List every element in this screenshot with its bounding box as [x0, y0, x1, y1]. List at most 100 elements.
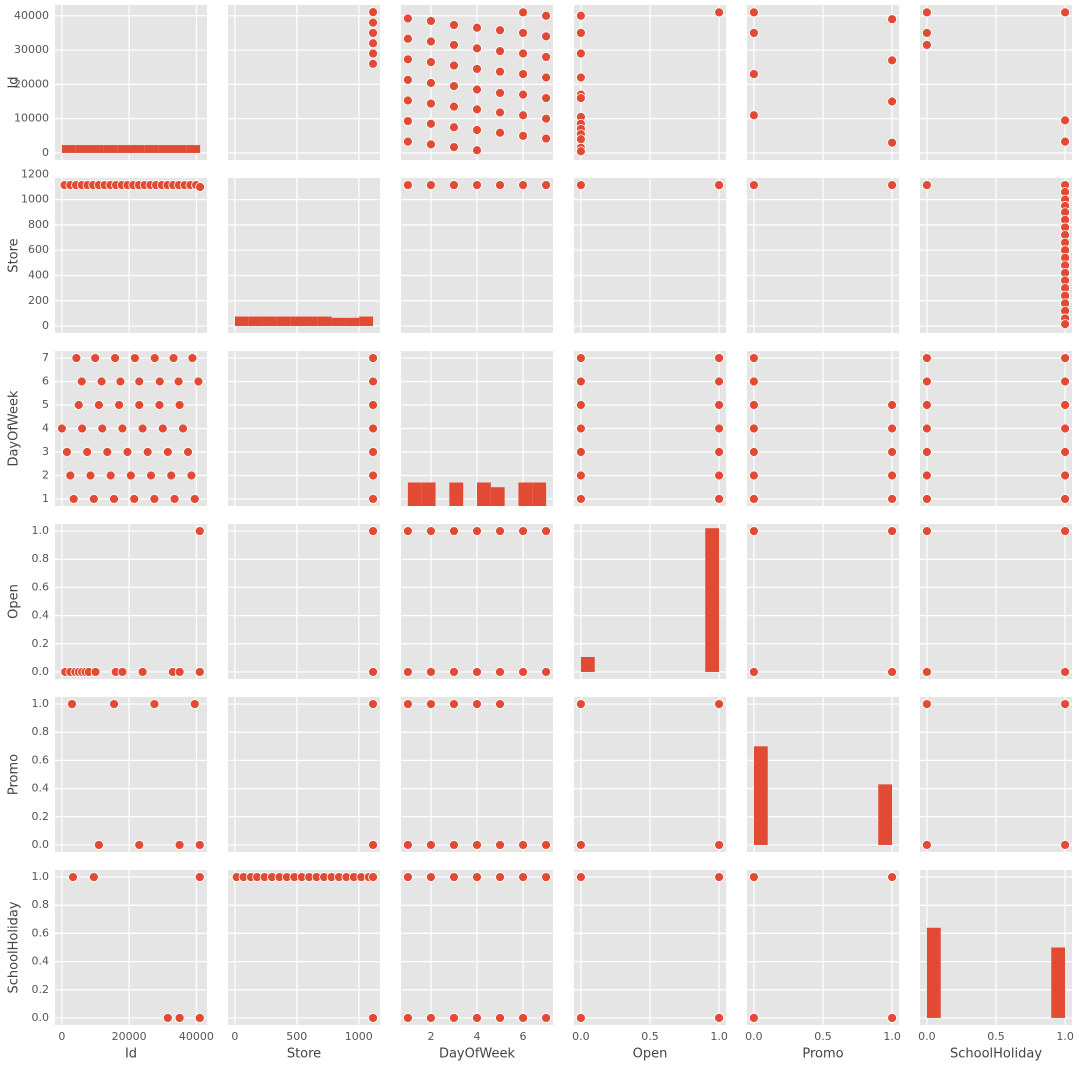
point — [403, 95, 413, 106]
hist-bar — [580, 657, 595, 672]
point — [403, 116, 413, 126]
point — [576, 28, 586, 38]
point — [714, 7, 724, 18]
panel — [574, 524, 726, 679]
hist-bar — [75, 145, 90, 153]
point — [518, 28, 528, 38]
y-axis-label: Open — [7, 584, 22, 619]
point — [922, 28, 932, 38]
hist-bar — [705, 528, 720, 672]
panel — [228, 697, 380, 852]
point — [449, 526, 459, 536]
point — [93, 400, 104, 410]
point — [368, 447, 378, 457]
point — [403, 699, 413, 709]
point — [403, 1013, 413, 1023]
point — [368, 699, 378, 709]
y-axis-label: Store — [7, 238, 22, 272]
marks — [403, 526, 551, 677]
point — [149, 353, 160, 363]
point — [541, 93, 551, 103]
point — [174, 667, 185, 677]
point — [576, 134, 586, 145]
x-tick-label: 0.0 — [918, 1030, 936, 1043]
point — [922, 353, 932, 363]
panel — [401, 5, 553, 160]
point — [67, 699, 77, 709]
point — [368, 470, 378, 481]
hist-bar — [186, 145, 201, 153]
point — [495, 699, 505, 709]
point — [576, 872, 586, 882]
point — [714, 1013, 724, 1023]
point — [449, 1013, 459, 1023]
x-tick-label: 20000 — [112, 1030, 147, 1043]
marks — [753, 746, 893, 845]
point — [576, 447, 586, 457]
point — [449, 180, 459, 190]
panel — [747, 697, 899, 852]
point — [96, 376, 107, 387]
y-tick-label: 0.4 — [32, 609, 50, 622]
panel — [55, 351, 207, 506]
point — [922, 180, 932, 190]
point — [749, 376, 759, 387]
x-axis-label: Promo — [802, 1047, 843, 1062]
panel — [920, 173, 1072, 333]
point — [541, 180, 551, 190]
point — [1060, 319, 1070, 330]
point — [134, 400, 145, 410]
point — [541, 10, 551, 21]
point — [449, 122, 459, 133]
x-tick-label: 0 — [58, 1030, 65, 1043]
hist-bar — [158, 145, 173, 153]
point — [541, 31, 551, 42]
point — [472, 43, 482, 54]
point — [368, 38, 378, 49]
y-tick-label: 0.0 — [32, 665, 50, 678]
marks — [60, 526, 205, 677]
point — [426, 667, 436, 677]
y-axis-label: DayOfWeek — [7, 390, 22, 467]
hist-bar — [172, 145, 187, 153]
point — [518, 7, 528, 18]
point — [495, 127, 505, 138]
hist-bar — [61, 145, 76, 153]
point — [368, 353, 378, 363]
panel — [747, 524, 899, 679]
marks — [749, 872, 897, 1023]
point — [109, 494, 119, 504]
x-tick-label: 500 — [286, 1030, 307, 1043]
point — [117, 423, 128, 434]
panel — [401, 351, 553, 506]
point — [93, 840, 104, 850]
point — [518, 69, 528, 79]
point — [1060, 115, 1070, 126]
point — [166, 470, 177, 481]
panel — [574, 870, 726, 1025]
y-tick-label: 0.0 — [32, 838, 50, 851]
marks — [403, 7, 551, 156]
y-tick-label: 400 — [28, 268, 49, 281]
y-tick-label: 1200 — [21, 167, 49, 180]
point — [495, 872, 505, 882]
hist-bar — [878, 784, 893, 845]
point — [576, 72, 586, 83]
point — [85, 470, 96, 481]
point — [1060, 353, 1070, 363]
point — [887, 872, 897, 882]
point — [749, 110, 759, 121]
x-tick-label: 40000 — [179, 1030, 214, 1043]
point — [714, 699, 724, 709]
point — [97, 423, 108, 434]
hist-bar — [331, 317, 346, 327]
point — [189, 494, 200, 504]
point — [714, 872, 724, 882]
panel — [55, 697, 207, 852]
point — [426, 139, 436, 150]
point — [541, 840, 551, 850]
hist-bar — [518, 482, 533, 506]
point — [449, 699, 459, 709]
panel — [574, 173, 726, 333]
marks — [403, 872, 551, 1023]
